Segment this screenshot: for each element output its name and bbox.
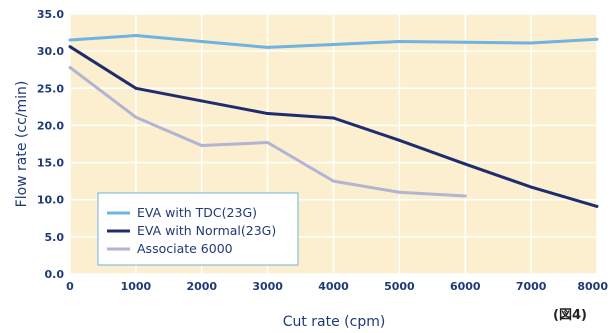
series-2-point bbox=[463, 194, 467, 198]
x-axis-ticks: 0 1000 2000 3000 4000 5000 6000 7000 8000 bbox=[66, 280, 608, 293]
y-tick-label: 15.0 bbox=[37, 157, 64, 170]
x-tick-label: 6000 bbox=[450, 280, 481, 293]
y-tick-label: 5.0 bbox=[45, 231, 65, 244]
y-tick-label: 30.0 bbox=[37, 45, 64, 58]
legend-box bbox=[97, 192, 299, 266]
x-tick-label: 0 bbox=[66, 280, 74, 293]
x-tick-label: 4000 bbox=[318, 280, 349, 293]
series-2-point bbox=[332, 179, 335, 183]
series-2-point bbox=[134, 115, 138, 119]
series-2-point bbox=[68, 65, 72, 69]
y-tick-label: 35.0 bbox=[37, 8, 64, 21]
series-0-point bbox=[595, 37, 599, 41]
series-0-point bbox=[332, 42, 335, 46]
y-axis-title: Flow rate (cc/min) bbox=[14, 81, 30, 208]
series-2-point bbox=[200, 143, 204, 147]
series-1-point bbox=[397, 138, 401, 142]
series-0-point bbox=[529, 41, 533, 45]
x-tick-label: 5000 bbox=[384, 280, 415, 293]
y-tick-label: 25.0 bbox=[37, 82, 64, 95]
series-0-point bbox=[134, 34, 138, 38]
series-1-point bbox=[134, 86, 138, 90]
series-0-point bbox=[397, 39, 401, 43]
series-1-point bbox=[200, 99, 204, 103]
series-lines bbox=[68, 34, 599, 208]
series-2-point bbox=[397, 190, 401, 194]
y-axis-ticks: 0.0 5.0 10.0 15.0 20.0 25.0 30.0 35.0 bbox=[37, 8, 64, 281]
legend-label-tdc: EVA with TDC(23G) bbox=[137, 205, 257, 220]
y-tick-label: 0.0 bbox=[45, 268, 65, 281]
y-tick-label: 10.0 bbox=[37, 194, 64, 207]
x-tick-label: 3000 bbox=[252, 280, 283, 293]
series-1-point bbox=[529, 185, 533, 189]
series-2-point bbox=[266, 141, 270, 145]
series-0-point bbox=[463, 40, 467, 44]
figure-label: (図4) bbox=[553, 308, 587, 323]
x-tick-label: 1000 bbox=[121, 280, 152, 293]
series-1-point bbox=[68, 45, 72, 49]
series-0-point bbox=[68, 38, 72, 42]
series-1-point bbox=[332, 116, 335, 120]
series-0-point bbox=[200, 39, 204, 43]
x-tick-label: 2000 bbox=[186, 280, 217, 293]
legend: EVA with TDC(23G) EVA with Normal(23G) A… bbox=[97, 192, 299, 266]
series-1-point bbox=[266, 112, 270, 116]
x-tick-label: 8000 bbox=[577, 280, 608, 293]
series-1-point bbox=[463, 162, 467, 166]
legend-label-normal: EVA with Normal(23G) bbox=[137, 223, 276, 238]
series-0-point bbox=[266, 45, 270, 49]
series-1-point bbox=[595, 204, 599, 208]
x-tick-label: 7000 bbox=[516, 280, 547, 293]
y-tick-label: 20.0 bbox=[37, 119, 64, 132]
legend-label-associate: Associate 6000 bbox=[137, 241, 233, 256]
x-axis-title: Cut rate (cpm) bbox=[283, 314, 386, 330]
